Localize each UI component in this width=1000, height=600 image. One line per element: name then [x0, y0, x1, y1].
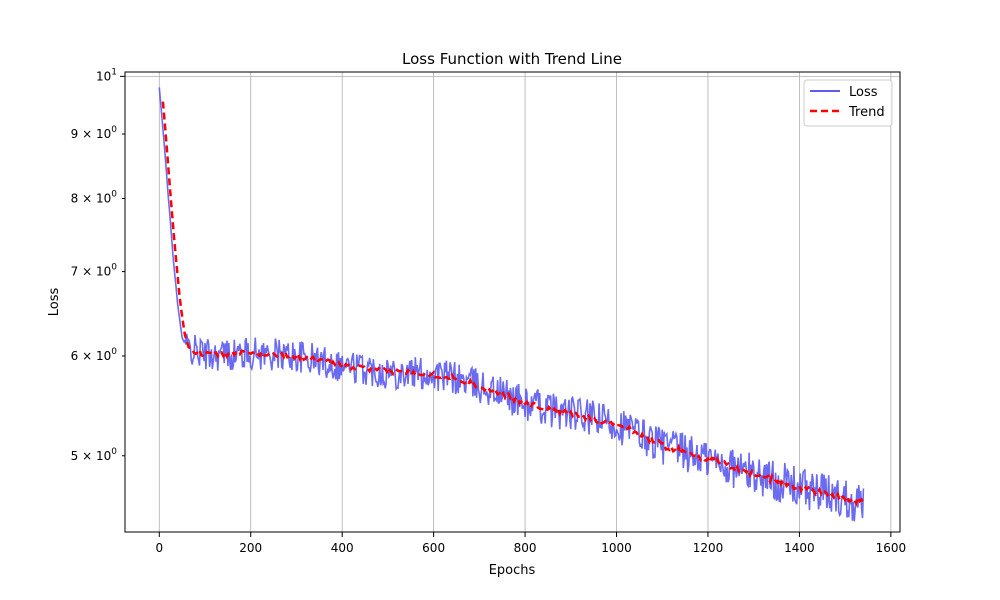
legend-trend-label: Trend — [848, 105, 885, 120]
series-trend-line — [161, 101, 865, 507]
plot-frame — [124, 71, 901, 533]
legend: Loss Trend — [803, 79, 893, 127]
y-axis-label: Loss — [47, 288, 62, 317]
series-loss-line — [158, 87, 865, 522]
x-tick-label: 1600 — [876, 541, 907, 555]
y-tick-label: 6 × 100 — [71, 347, 118, 363]
x-tick-label: 1400 — [784, 541, 815, 555]
x-tick-label: 400 — [331, 541, 354, 555]
x-tick-label: 1000 — [601, 541, 632, 555]
grid-lines — [125, 72, 900, 532]
legend-loss-label: Loss — [849, 85, 878, 100]
x-tick-label: 800 — [514, 541, 537, 555]
x-tick-label: 600 — [422, 541, 445, 555]
y-tick-label: 9 × 100 — [71, 125, 118, 141]
y-tick-label: 5 × 100 — [71, 447, 118, 463]
y-tick-label: 8 × 100 — [71, 190, 118, 206]
y-tick-label: 7 × 100 — [71, 263, 118, 279]
x-tick-label: 200 — [239, 541, 262, 555]
chart-title: Loss Function with Trend Line — [402, 50, 622, 68]
x-axis-label: Epochs — [489, 563, 536, 578]
y-axis-ticks: 101 9 × 100 8 × 100 7 × 100 6 × 100 5 × 100 — [71, 67, 125, 463]
plot-series — [158, 87, 865, 522]
x-axis-ticks: 0 200 400 600 800 1000 1200 1400 1600 — [155, 532, 906, 555]
x-tick-label: 0 — [155, 541, 163, 555]
y-tick-label: 101 — [96, 67, 117, 83]
x-tick-label: 1200 — [693, 541, 724, 555]
